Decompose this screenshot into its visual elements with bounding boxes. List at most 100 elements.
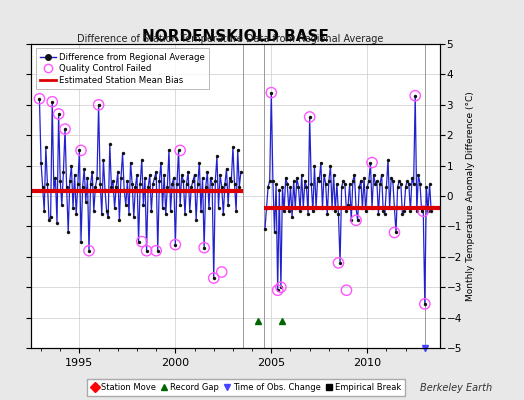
Point bbox=[217, 184, 226, 190]
Point bbox=[421, 301, 429, 307]
Point bbox=[85, 248, 93, 254]
Point bbox=[231, 181, 239, 187]
Point bbox=[269, 178, 277, 184]
Point bbox=[382, 184, 390, 190]
Point bbox=[90, 208, 98, 214]
Text: Difference of Station Temperature Data from Regional Average: Difference of Station Temperature Data f… bbox=[78, 34, 384, 44]
Point bbox=[152, 248, 160, 254]
Point bbox=[93, 174, 101, 181]
Point bbox=[179, 178, 188, 184]
Point bbox=[80, 166, 89, 172]
Point bbox=[347, 217, 355, 224]
Point bbox=[35, 96, 43, 102]
Point bbox=[366, 159, 375, 166]
Point bbox=[168, 181, 177, 187]
Point bbox=[274, 287, 282, 294]
Point bbox=[429, 204, 437, 210]
Point bbox=[54, 111, 63, 117]
Legend: Station Move, Record Gap, Time of Obs. Change, Empirical Break: Station Move, Record Gap, Time of Obs. C… bbox=[88, 378, 405, 396]
Point bbox=[86, 181, 95, 187]
Point bbox=[315, 178, 323, 184]
Text: Berkeley Earth: Berkeley Earth bbox=[420, 383, 493, 393]
Point bbox=[45, 217, 53, 224]
Point bbox=[412, 208, 421, 214]
Point bbox=[123, 178, 132, 184]
Point bbox=[376, 181, 384, 187]
Point bbox=[48, 98, 57, 105]
Point bbox=[401, 184, 410, 190]
Point bbox=[277, 284, 285, 290]
Point bbox=[325, 178, 333, 184]
Point bbox=[47, 214, 55, 220]
Point bbox=[323, 211, 332, 218]
Point bbox=[425, 181, 434, 187]
Point bbox=[267, 90, 276, 96]
Point bbox=[304, 211, 312, 218]
Point bbox=[189, 178, 197, 184]
Point bbox=[176, 202, 184, 208]
Point bbox=[50, 187, 58, 193]
Point bbox=[112, 184, 121, 190]
Point bbox=[155, 178, 163, 184]
Point bbox=[69, 205, 77, 211]
Point bbox=[377, 172, 386, 178]
Point bbox=[312, 205, 320, 211]
Point bbox=[368, 205, 376, 211]
Point bbox=[299, 205, 308, 211]
Point bbox=[114, 168, 122, 175]
Point bbox=[261, 226, 269, 233]
Point bbox=[85, 248, 93, 254]
Point bbox=[38, 184, 47, 190]
Point bbox=[334, 211, 343, 218]
Point bbox=[326, 162, 335, 169]
Point bbox=[200, 244, 209, 251]
Point bbox=[352, 205, 360, 211]
Point bbox=[40, 208, 48, 214]
Point bbox=[210, 275, 218, 281]
Point bbox=[217, 269, 226, 275]
Point bbox=[115, 217, 124, 224]
Point bbox=[369, 172, 378, 178]
Point bbox=[158, 205, 167, 211]
Point bbox=[146, 172, 154, 178]
Point bbox=[118, 150, 127, 157]
Point bbox=[363, 184, 372, 190]
Point bbox=[235, 184, 244, 190]
Point bbox=[368, 159, 376, 166]
Point bbox=[365, 178, 373, 184]
Point bbox=[97, 211, 106, 218]
Point bbox=[165, 147, 173, 154]
Point bbox=[320, 172, 328, 178]
Point bbox=[342, 287, 351, 294]
Point bbox=[272, 181, 280, 187]
Point bbox=[350, 172, 358, 178]
Point bbox=[61, 126, 69, 132]
Point bbox=[70, 172, 79, 178]
Point bbox=[170, 174, 178, 181]
Point bbox=[395, 178, 403, 184]
Point bbox=[117, 174, 125, 181]
Point bbox=[387, 174, 396, 181]
Point bbox=[138, 238, 146, 245]
Point bbox=[288, 214, 296, 220]
Point bbox=[397, 181, 405, 187]
Point bbox=[355, 184, 364, 190]
Point bbox=[302, 184, 311, 190]
Point bbox=[305, 114, 314, 120]
Point bbox=[82, 199, 90, 205]
Point bbox=[185, 208, 194, 214]
Point bbox=[120, 187, 128, 193]
Point bbox=[309, 208, 317, 214]
Point bbox=[336, 260, 344, 266]
Point bbox=[305, 114, 314, 120]
Point bbox=[62, 184, 71, 190]
Point bbox=[109, 178, 117, 184]
Point bbox=[229, 144, 237, 150]
Point bbox=[414, 172, 423, 178]
Point bbox=[371, 181, 379, 187]
Point bbox=[403, 178, 411, 184]
Point bbox=[307, 181, 315, 187]
Point bbox=[222, 166, 231, 172]
Point bbox=[206, 174, 215, 181]
Point bbox=[41, 144, 50, 150]
